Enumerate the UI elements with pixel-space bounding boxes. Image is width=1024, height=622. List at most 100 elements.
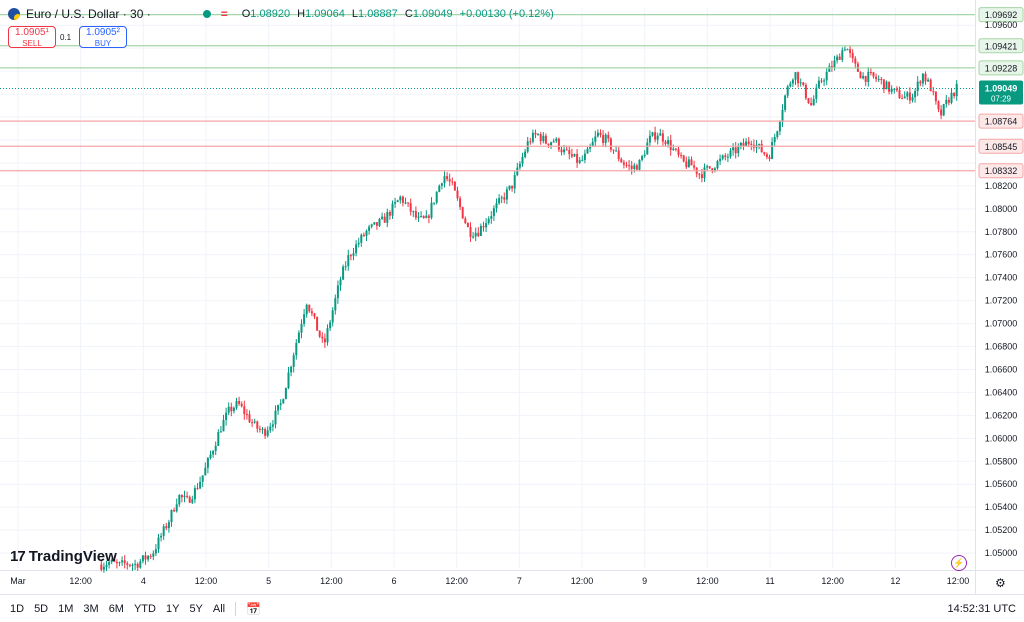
spread-value: 0.1 [60,33,72,42]
candle-body [271,424,274,427]
candle-body [843,49,846,51]
candle-body [677,149,680,155]
candle-body [448,179,451,182]
candle-body [399,196,402,201]
candle-body [815,87,818,99]
ohlc-values: O1.08920 H1.09064 L1.08887 C1.09049 +0.0… [242,8,558,20]
candle-body [953,92,956,97]
candle-body [667,140,670,144]
candle-body [864,76,867,82]
candle-body [633,165,636,170]
candle-body [193,488,196,500]
buy-button[interactable]: 1.0905² BUY [79,26,127,48]
candle-body [706,166,709,168]
symbol-title[interactable]: Euro / U.S. Dollar · 30 · [26,7,151,21]
candle-body [521,157,524,164]
candle-body [778,121,781,132]
current-price-tag [979,80,1023,105]
candle-body [232,407,235,412]
gear-icon[interactable]: ⚙ [995,576,1006,590]
candle-body [945,99,948,105]
candle-body [503,197,506,200]
range-button-1m[interactable]: 1M [58,602,74,615]
candle-body [162,526,165,536]
candle-body [693,165,696,168]
candle-body [620,159,623,163]
lightning-icon[interactable]: ⚡ [951,555,967,571]
candle-body [370,224,373,227]
candle-body [139,561,142,568]
candle-body [225,412,228,420]
candle-body [919,81,922,84]
candle-body [188,496,191,503]
candle-body [513,175,516,189]
tradingview-logo[interactable]: 17 TradingView [10,548,117,565]
candle-body [118,562,121,564]
candle-body [152,553,155,557]
candle-body [765,154,768,158]
candle-body [869,72,872,74]
buy-price: 1.0905² [86,27,120,38]
candle-body [599,132,602,135]
candle-body [877,78,880,80]
candle-body [170,510,173,523]
candle-body [589,146,592,149]
range-button-ytd[interactable]: YTD [133,602,156,615]
candle-body [542,135,545,142]
candle-body [196,488,199,490]
candle-body [737,146,740,154]
candle-body [830,66,833,69]
candle-body [568,149,571,155]
candle-body [885,81,888,90]
candle-body [303,314,306,324]
candle-body [531,132,534,142]
candle-body [360,234,363,243]
sell-button[interactable]: 1.0905¹ SELL [8,26,56,48]
candle-body [287,372,290,388]
range-button-6m[interactable]: 6M [108,602,124,615]
candle-body [708,166,711,169]
candle-body [472,236,475,238]
candle-body [443,176,446,184]
market-open-dot-icon[interactable] [202,10,211,18]
candle-body [797,72,800,84]
range-button-5d[interactable]: 5D [34,602,49,615]
candle-body [836,56,839,61]
utc-clock[interactable]: 14:52:31 UTC [947,602,1016,615]
low-label: L [351,8,359,20]
range-button-1y[interactable]: 1Y [165,602,180,615]
candle-body [365,230,368,236]
candle-body [862,76,865,79]
y-tick-label: 1.06200 [985,410,1018,420]
candle-body [355,244,358,254]
y-tick-label: 1.05800 [985,456,1018,466]
level-tag-resistance [978,38,1024,54]
candle-body [277,404,280,411]
equals-icon[interactable]: = [220,7,228,21]
candle-body [745,141,748,146]
candle-body [747,141,750,144]
price-chart[interactable]: 1.09692 1.09421 1.09228 1.08764 1.08545 1.083… [0,0,1024,594]
candle-body [251,422,254,424]
range-button-3m[interactable]: 3M [83,602,99,615]
range-button-5y[interactable]: 5Y [189,602,203,615]
candle-body [290,366,293,373]
range-button-1d[interactable]: 1D [10,602,25,615]
candle-body [227,406,230,413]
candle-body [729,150,732,157]
candle-body [482,225,485,228]
x-tick-label: 11 [765,576,774,586]
candle-body [321,336,324,339]
candle-body [807,98,810,104]
candle-body [391,203,394,216]
candle-body [573,153,576,157]
calendar-icon[interactable]: 📅 [246,601,262,616]
candle-body [175,504,178,512]
range-button-all[interactable]: All [212,602,226,615]
candle-body [394,201,397,204]
candle-body [180,495,183,498]
level-label: 1.08764 [985,117,1018,127]
candle-body [565,149,568,151]
y-tick-label: 1.07600 [985,250,1018,260]
candle-body [407,202,410,204]
